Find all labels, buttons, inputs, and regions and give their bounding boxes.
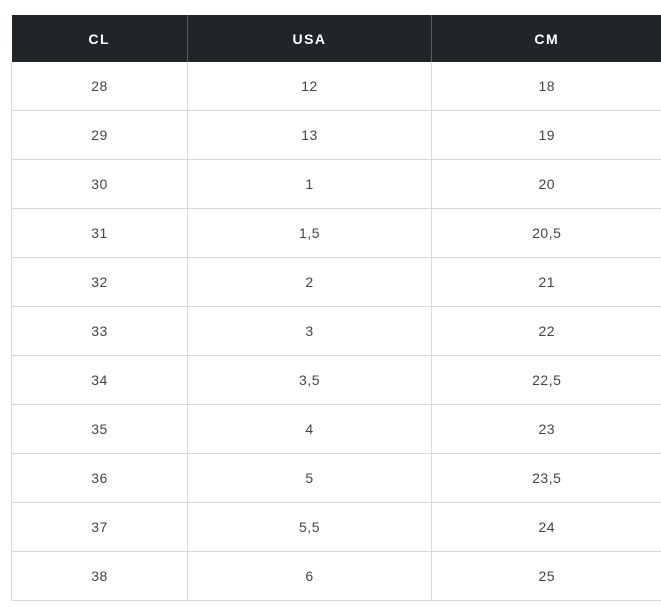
table-cell-cm: 21 <box>431 257 661 307</box>
table-cell-usa: 5,5 <box>187 502 432 552</box>
table-row: 35 4 23 <box>11 404 661 454</box>
table-body: 28 12 18 29 13 19 30 1 20 31 1,5 20,5 32 2 21 33 3 22 34 3,… <box>11 62 661 601</box>
table-cell-cm: 20 <box>431 159 661 209</box>
table-cell-cm: 19 <box>431 110 661 160</box>
table-row: 30 1 20 <box>11 159 661 209</box>
table-cell-cl: 32 <box>11 257 188 307</box>
column-header-usa: USA <box>187 15 432 62</box>
table-cell-usa: 3 <box>187 306 432 356</box>
table-cell-cl: 35 <box>11 404 188 454</box>
table-row: 28 12 18 <box>11 62 661 111</box>
size-chart-table: CL USA CM 28 12 18 29 13 19 30 1 20 31 1,5 20,5 32 2 2… <box>11 15 661 601</box>
table-row: 37 5,5 24 <box>11 502 661 552</box>
table-cell-cm: 23,5 <box>431 453 661 503</box>
table-cell-usa: 4 <box>187 404 432 454</box>
header-row: CL USA CM <box>11 15 661 62</box>
column-header-cl: CL <box>11 15 188 62</box>
table-cell-cl: 29 <box>11 110 188 160</box>
table-cell-usa: 2 <box>187 257 432 307</box>
table-cell-cl: 28 <box>11 62 188 111</box>
table-cell-cm: 20,5 <box>431 208 661 258</box>
table-cell-cm: 25 <box>431 551 661 601</box>
table-row: 36 5 23,5 <box>11 453 661 503</box>
table-header: CL USA CM <box>11 15 661 62</box>
table-row: 31 1,5 20,5 <box>11 208 661 258</box>
table-cell-cm: 18 <box>431 62 661 111</box>
table-cell-usa: 6 <box>187 551 432 601</box>
table-cell-cm: 22,5 <box>431 355 661 405</box>
table-cell-cl: 31 <box>11 208 188 258</box>
table-cell-cl: 36 <box>11 453 188 503</box>
table-cell-cl: 37 <box>11 502 188 552</box>
table-cell-cl: 33 <box>11 306 188 356</box>
table-cell-usa: 5 <box>187 453 432 503</box>
table-row: 29 13 19 <box>11 110 661 160</box>
table-cell-cl: 30 <box>11 159 188 209</box>
table-cell-cm: 24 <box>431 502 661 552</box>
column-header-cm: CM <box>431 15 661 62</box>
table-cell-usa: 3,5 <box>187 355 432 405</box>
table-cell-usa: 1 <box>187 159 432 209</box>
table-cell-usa: 12 <box>187 62 432 111</box>
table-cell-usa: 13 <box>187 110 432 160</box>
table-cell-cm: 23 <box>431 404 661 454</box>
table-cell-cm: 22 <box>431 306 661 356</box>
table-row: 32 2 21 <box>11 257 661 307</box>
table-cell-cl: 34 <box>11 355 188 405</box>
table-row: 34 3,5 22,5 <box>11 355 661 405</box>
table-row: 33 3 22 <box>11 306 661 356</box>
table-cell-usa: 1,5 <box>187 208 432 258</box>
table-row: 38 6 25 <box>11 551 661 601</box>
table-cell-cl: 38 <box>11 551 188 601</box>
